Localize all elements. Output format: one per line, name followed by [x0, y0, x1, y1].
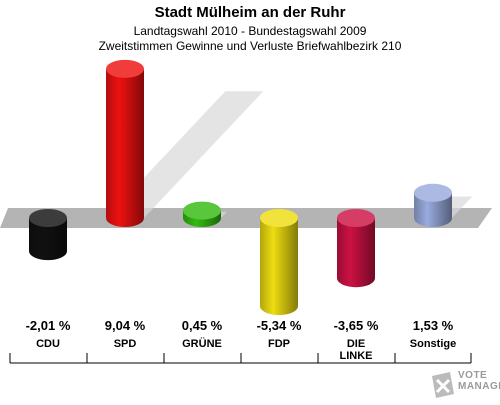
value-label: -5,34 % [256, 318, 302, 333]
bar-die-linke [337, 209, 375, 288]
chart-subtitle-district: Zweitstimmen Gewinne und Verluste Briefw… [98, 39, 402, 53]
bar-grüne [183, 201, 221, 227]
logo-text: VOTE MANAGER [458, 370, 500, 392]
ballot-x-icon [432, 372, 454, 398]
value-label: 0,45 % [181, 318, 223, 333]
category-label: DIE LINKE [339, 338, 373, 362]
bar-cdu [29, 209, 67, 261]
logo-line-2: MANAGER [458, 381, 500, 392]
category-label: FDP [268, 338, 290, 350]
vote-manager-logo [428, 370, 500, 400]
value-label: -2,01 % [25, 318, 71, 333]
chart-title: Stadt Mülheim an der Ruhr [154, 4, 346, 21]
bars-group [29, 59, 473, 316]
chart-subtitle-election: Landtagswahl 2010 - Bundestagswahl 2009 [133, 24, 367, 38]
value-label: 9,04 % [104, 318, 146, 333]
category-label: GRÜNE [182, 338, 222, 350]
value-label: 1,53 % [412, 318, 454, 333]
category-label: SPD [113, 338, 137, 350]
logo-line-1: VOTE [458, 370, 488, 381]
bar-shadow [106, 91, 264, 218]
category-axis [9, 353, 472, 364]
bar-spd [106, 59, 144, 227]
bar-sonstige [414, 183, 452, 227]
category-label: Sonstige [409, 338, 457, 350]
bar-fdp [260, 209, 298, 316]
category-label: CDU [36, 338, 60, 350]
value-label: -3,65 % [333, 318, 379, 333]
